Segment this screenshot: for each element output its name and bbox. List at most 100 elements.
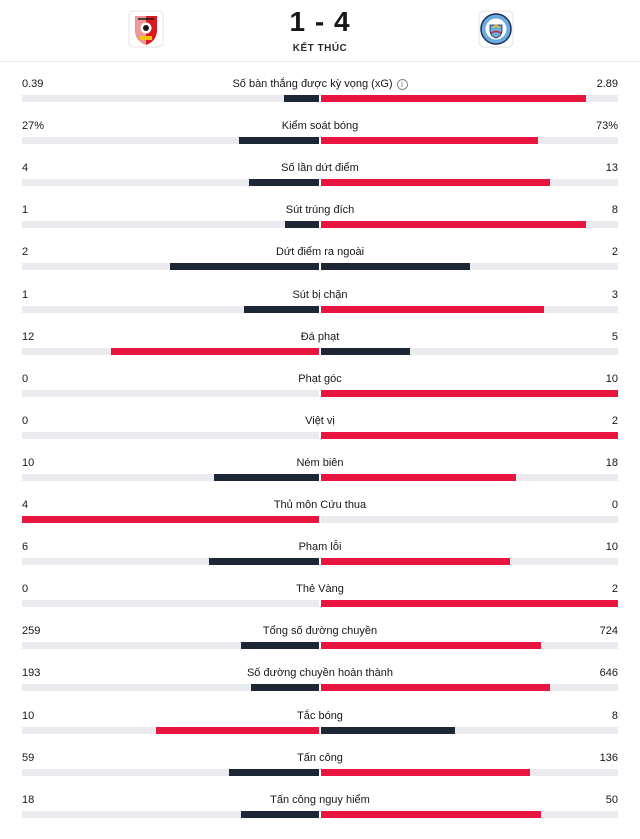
stat-row: 59 Tấn công 136 (0, 740, 640, 782)
stat-row: 0 Thẻ Vàng 2 (0, 571, 640, 613)
stat-home-value: 0 (22, 414, 29, 427)
away-bar-track (321, 179, 618, 187)
home-bar-fill (249, 179, 319, 187)
home-bar-fill (111, 347, 319, 355)
away-bar-track (321, 221, 618, 229)
away-bar-track (321, 95, 618, 102)
home-bar-fill (229, 768, 319, 776)
stat-row: 18 Tấn công nguy hiểm 50 (0, 782, 640, 824)
home-bar-track (22, 768, 319, 776)
stat-row: 1 Sút bị chặn 3 (0, 277, 640, 319)
home-bar-fill (22, 516, 319, 523)
stat-home-value: 27% (22, 120, 45, 133)
away-bar-track (321, 305, 618, 313)
stat-home-value: 4 (22, 162, 29, 175)
home-bar-fill (170, 263, 319, 271)
home-bar-fill (239, 137, 319, 145)
stat-name: Tấn công (0, 752, 640, 764)
stat-name: Số lần dứt điểm (0, 162, 640, 174)
stat-home-value: 59 (22, 751, 35, 764)
home-bar-track (22, 810, 319, 818)
stat-home-value: 193 (22, 667, 41, 680)
stat-home-value: 0.39 (22, 78, 44, 90)
stat-row: 259 Tổng số đường chuyền 724 (0, 613, 640, 655)
stat-name: Kiểm soát bóng (0, 120, 640, 132)
home-bar-track (22, 642, 319, 650)
home-bar-track (22, 179, 319, 187)
match-header: 1 - 4 KẾT THÚC (0, 0, 640, 62)
stat-away-value: 2 (611, 246, 618, 259)
home-bar-track (22, 516, 319, 523)
home-bar-track (22, 263, 319, 271)
away-bar-track (321, 558, 618, 566)
stat-away-value: 5 (611, 330, 618, 343)
away-bar-fill (321, 389, 618, 397)
stat-home-value: 10 (22, 709, 35, 722)
away-bar-fill (321, 726, 455, 734)
home-bar-track (22, 347, 319, 355)
stat-home-value: 1 (22, 204, 29, 217)
match-score: 1 - 4 (289, 6, 351, 37)
stat-away-value: 18 (605, 456, 618, 469)
stat-home-value: 12 (22, 330, 35, 343)
stat-name-label: Số bàn thắng được kỳ vọng (xG) (232, 78, 393, 90)
stat-name: Phạt góc (0, 373, 640, 385)
stat-name: Phạm lỗi (0, 541, 640, 553)
stat-name: Sút bị chặn (0, 289, 640, 301)
away-bar-track (321, 347, 618, 355)
stat-row: 0 Phạt góc 10 (0, 361, 640, 403)
home-bar-track (22, 95, 319, 102)
manchester-city-crest-icon (478, 10, 514, 48)
stat-row: 0.39 Số bàn thắng được kỳ vọng (xG) i 2.89 (0, 66, 640, 108)
home-bar-track (22, 221, 319, 229)
home-bar-track (22, 305, 319, 313)
away-bar-track (321, 263, 618, 271)
info-icon[interactable]: i (396, 79, 408, 90)
stat-name-label: Phạt góc (298, 372, 342, 385)
away-bar-fill (321, 179, 550, 187)
stat-away-value: 2 (611, 583, 618, 596)
stat-home-value: 0 (22, 583, 29, 596)
stat-name-label: Số lần dứt điểm (281, 162, 359, 175)
home-bar-track (22, 431, 319, 439)
stat-away-value: 50 (605, 793, 618, 806)
away-bar-fill (321, 684, 550, 692)
stat-name-label: Sút bị chặn (292, 288, 348, 301)
away-bar-track (321, 431, 618, 439)
stat-name: Tấn công nguy hiểm (0, 794, 640, 806)
stat-name-label: Thủ môn Cứu thua (273, 499, 367, 511)
match-status: KẾT THÚC (292, 43, 348, 54)
stat-name-label: Tắc bóng (297, 709, 343, 722)
away-bar-fill (321, 95, 586, 102)
stat-name: Dứt điểm ra ngoài (0, 246, 640, 258)
stat-away-value: 724 (599, 625, 618, 638)
stat-home-value: 4 (22, 499, 29, 511)
away-bar-track (321, 810, 618, 818)
home-bar-track (22, 389, 319, 397)
stat-name: Sút trúng đích (0, 204, 640, 216)
away-bar-fill (321, 810, 541, 818)
stat-name-label: Sút trúng đích (285, 204, 355, 217)
stat-row: 0 Việt vị 2 (0, 403, 640, 445)
stat-away-value: 8 (611, 204, 618, 217)
stat-row: 12 Đá phạt 5 (0, 319, 640, 361)
stat-home-value: 10 (22, 456, 35, 469)
home-bar-fill (241, 642, 319, 650)
stat-home-value: 2 (22, 246, 29, 259)
away-bar-fill (321, 263, 470, 271)
home-bar-fill (214, 473, 319, 481)
home-bar-track (22, 137, 319, 145)
stat-home-value: 6 (22, 541, 29, 554)
home-bar-track (22, 558, 319, 566)
stat-name: Tắc bóng (0, 710, 640, 722)
stat-row: 4 Thủ môn Cứu thua 0 (0, 487, 640, 529)
home-bar-track (22, 726, 319, 734)
stat-row: 6 Phạm lỗi 10 (0, 529, 640, 571)
southampton-crest-icon (128, 10, 164, 48)
away-bar-fill (321, 221, 586, 229)
stat-name-label: Thẻ Vàng (296, 583, 344, 596)
away-bar-fill (321, 600, 618, 608)
home-bar-fill (251, 684, 319, 692)
away-bar-track (321, 389, 618, 397)
home-bar-track (22, 684, 319, 692)
